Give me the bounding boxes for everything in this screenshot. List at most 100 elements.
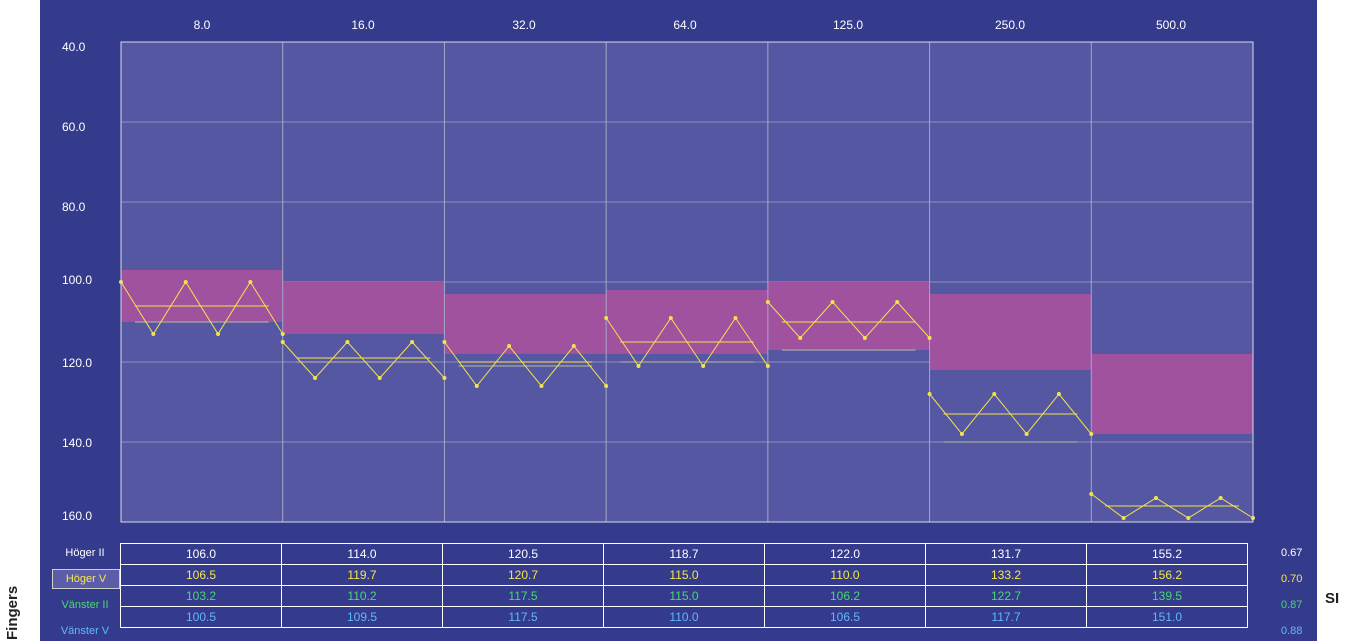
- y-tick-label: 120.0: [62, 356, 93, 370]
- plot-frame: [120, 41, 1254, 523]
- data-point: [539, 384, 544, 388]
- data-point: [216, 332, 221, 336]
- data-trace: [444, 341, 607, 387]
- data-point: [571, 344, 576, 348]
- data-point: [313, 376, 318, 380]
- table-cell: 131.7: [925, 543, 1087, 565]
- table-cell: 118.7: [603, 543, 765, 565]
- table-row: 106.5 119.7 120.7 115.0 110.0 133.2 156.…: [120, 564, 1248, 586]
- data-point: [1089, 492, 1094, 496]
- table-cell: 117.7: [925, 606, 1087, 628]
- table-row: 106.0 114.0 120.5 118.7 122.0 131.7 155.…: [120, 543, 1248, 565]
- data-point: [1121, 516, 1126, 520]
- data-point: [507, 344, 512, 348]
- data-point: [280, 332, 285, 336]
- table-cell: 117.5: [442, 585, 604, 607]
- data-point: [280, 340, 285, 344]
- reference-band: [1091, 354, 1253, 434]
- si-value: 0.87: [1281, 599, 1303, 611]
- data-point: [733, 316, 738, 320]
- data-point: [248, 280, 253, 284]
- data-point: [1153, 496, 1158, 500]
- data-point: [1089, 432, 1094, 436]
- table-cell: 110.0: [764, 564, 926, 586]
- table-cell: 106.2: [764, 585, 926, 607]
- data-point: [701, 364, 706, 368]
- reference-band: [121, 270, 283, 322]
- data-point: [604, 384, 609, 388]
- reference-band: [767, 282, 930, 350]
- data-point: [862, 336, 867, 340]
- table-cell: 120.5: [442, 543, 604, 565]
- data-point: [927, 336, 932, 340]
- x-tick-label: 250.0: [994, 18, 1026, 32]
- table-cell: 120.7: [442, 564, 604, 586]
- y-tick-label: 140.0: [62, 436, 93, 450]
- si-value: 0.88: [1281, 625, 1303, 637]
- table-cell: 115.0: [603, 564, 765, 586]
- y-tick-label: 100.0: [62, 273, 93, 287]
- table-cell: 110.2: [281, 585, 443, 607]
- data-trace: [929, 393, 1092, 435]
- row-label-hoger-v[interactable]: Höger V: [52, 569, 120, 589]
- data-point: [895, 300, 900, 304]
- si-side-label: SI: [1325, 590, 1340, 607]
- row-label-hoger-ii: Höger II: [65, 547, 105, 559]
- si-value: 0.67: [1281, 547, 1303, 559]
- data-point: [959, 432, 964, 436]
- data-point: [442, 376, 447, 380]
- x-tick-label: 500.0: [1155, 18, 1187, 32]
- data-point: [1056, 392, 1061, 396]
- data-point: [1218, 496, 1223, 500]
- table-cell: 109.5: [281, 606, 443, 628]
- table-cell: 115.0: [603, 585, 765, 607]
- fingers-side-label: Fingers: [4, 585, 21, 640]
- reference-band: [606, 290, 768, 354]
- table-cell: 119.7: [281, 564, 443, 586]
- threshold-table: 106.0 114.0 120.5 118.7 122.0 131.7 155.…: [120, 543, 1248, 628]
- data-point: [765, 364, 770, 368]
- reference-band: [282, 282, 445, 334]
- table-cell: 106.5: [764, 606, 926, 628]
- si-value: 0.70: [1281, 573, 1303, 585]
- table-cell: 106.5: [120, 564, 282, 586]
- data-point: [474, 384, 479, 388]
- row-label-vanster-ii: Vänster II: [61, 599, 109, 611]
- x-tick-label: 16.0: [351, 18, 375, 32]
- data-point: [765, 300, 770, 304]
- data-point: [636, 364, 641, 368]
- table-cell: 110.0: [603, 606, 765, 628]
- table-cell: 151.0: [1086, 606, 1248, 628]
- table-cell: 155.2: [1086, 543, 1248, 565]
- data-trace: [282, 341, 445, 379]
- data-point: [442, 340, 447, 344]
- table-cell: 103.2: [120, 585, 282, 607]
- table-cell: 133.2: [925, 564, 1087, 586]
- table-cell: 100.5: [120, 606, 282, 628]
- data-point: [151, 332, 156, 336]
- y-tick-label: 80.0: [62, 200, 86, 214]
- data-trace: [120, 281, 284, 335]
- data-point: [377, 376, 382, 380]
- data-point: [410, 340, 415, 344]
- data-trace: [1090, 493, 1254, 519]
- data-trace: [605, 317, 769, 367]
- data-point: [927, 392, 932, 396]
- table-cell: 139.5: [1086, 585, 1248, 607]
- data-point: [604, 316, 609, 320]
- x-tick-label: 64.0: [673, 18, 697, 32]
- data-point: [1186, 516, 1191, 520]
- data-point: [992, 392, 997, 396]
- table-row: 100.5 109.5 117.5 110.0 106.5 117.7 151.…: [120, 606, 1248, 628]
- reference-band: [929, 294, 1092, 370]
- table-cell: 122.0: [764, 543, 926, 565]
- data-point: [1024, 432, 1029, 436]
- reference-band: [444, 294, 607, 354]
- table-row: 103.2 110.2 117.5 115.0 106.2 122.7 139.…: [120, 585, 1248, 607]
- table-cell: 122.7: [925, 585, 1087, 607]
- y-tick-label: 160.0: [62, 509, 93, 523]
- data-point: [345, 340, 350, 344]
- table-cell: 114.0: [281, 543, 443, 565]
- x-tick-label: 125.0: [832, 18, 864, 32]
